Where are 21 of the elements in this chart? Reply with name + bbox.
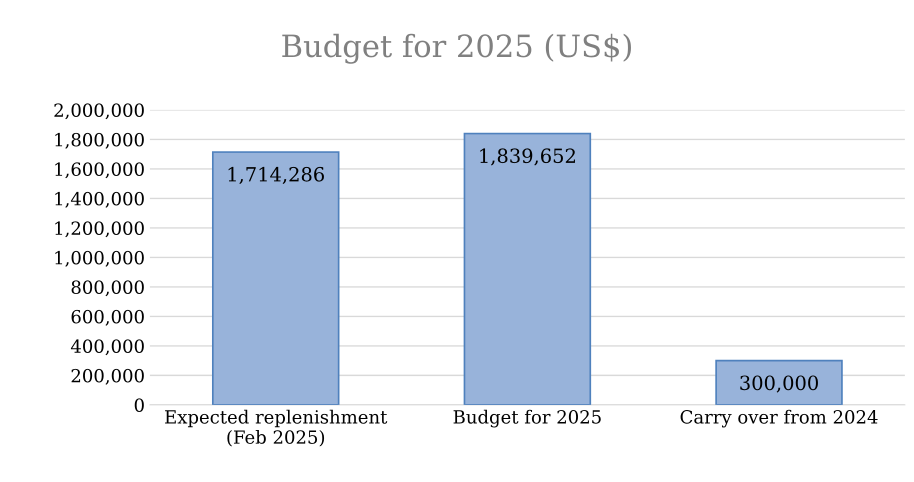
y-tick-label: 2,000,000 [54, 103, 144, 120]
y-tick-label: 1,600,000 [55, 162, 144, 178]
data-label: 1,714,286 [228, 166, 324, 184]
bar [715, 360, 843, 405]
y-tick-label: 600,000 [72, 310, 144, 326]
data-label: 300,000 [740, 375, 818, 393]
y-tick-label: 800,000 [72, 280, 144, 296]
chart-title: Budget for 2025 (US$) [282, 34, 631, 64]
bar [212, 151, 340, 405]
y-tick-label: 1,800,000 [55, 132, 144, 149]
y-tick-label: 1,000,000 [55, 250, 144, 267]
y-tick-label: 0 [134, 398, 144, 412]
y-tick-label: 1,200,000 [55, 221, 144, 238]
data-label: 1,839,652 [480, 148, 575, 166]
y-tick-label: 400,000 [70, 339, 144, 356]
x-tick-label: Expected replenishment (Feb 2025) [165, 410, 388, 446]
x-tick-label: Carry over from 2024 [680, 410, 878, 428]
y-tick-label: 200,000 [72, 368, 144, 385]
x-tick-label: Budget for 2025 [454, 410, 601, 428]
bar [464, 132, 592, 405]
y-tick-label: 1,400,000 [55, 192, 144, 208]
